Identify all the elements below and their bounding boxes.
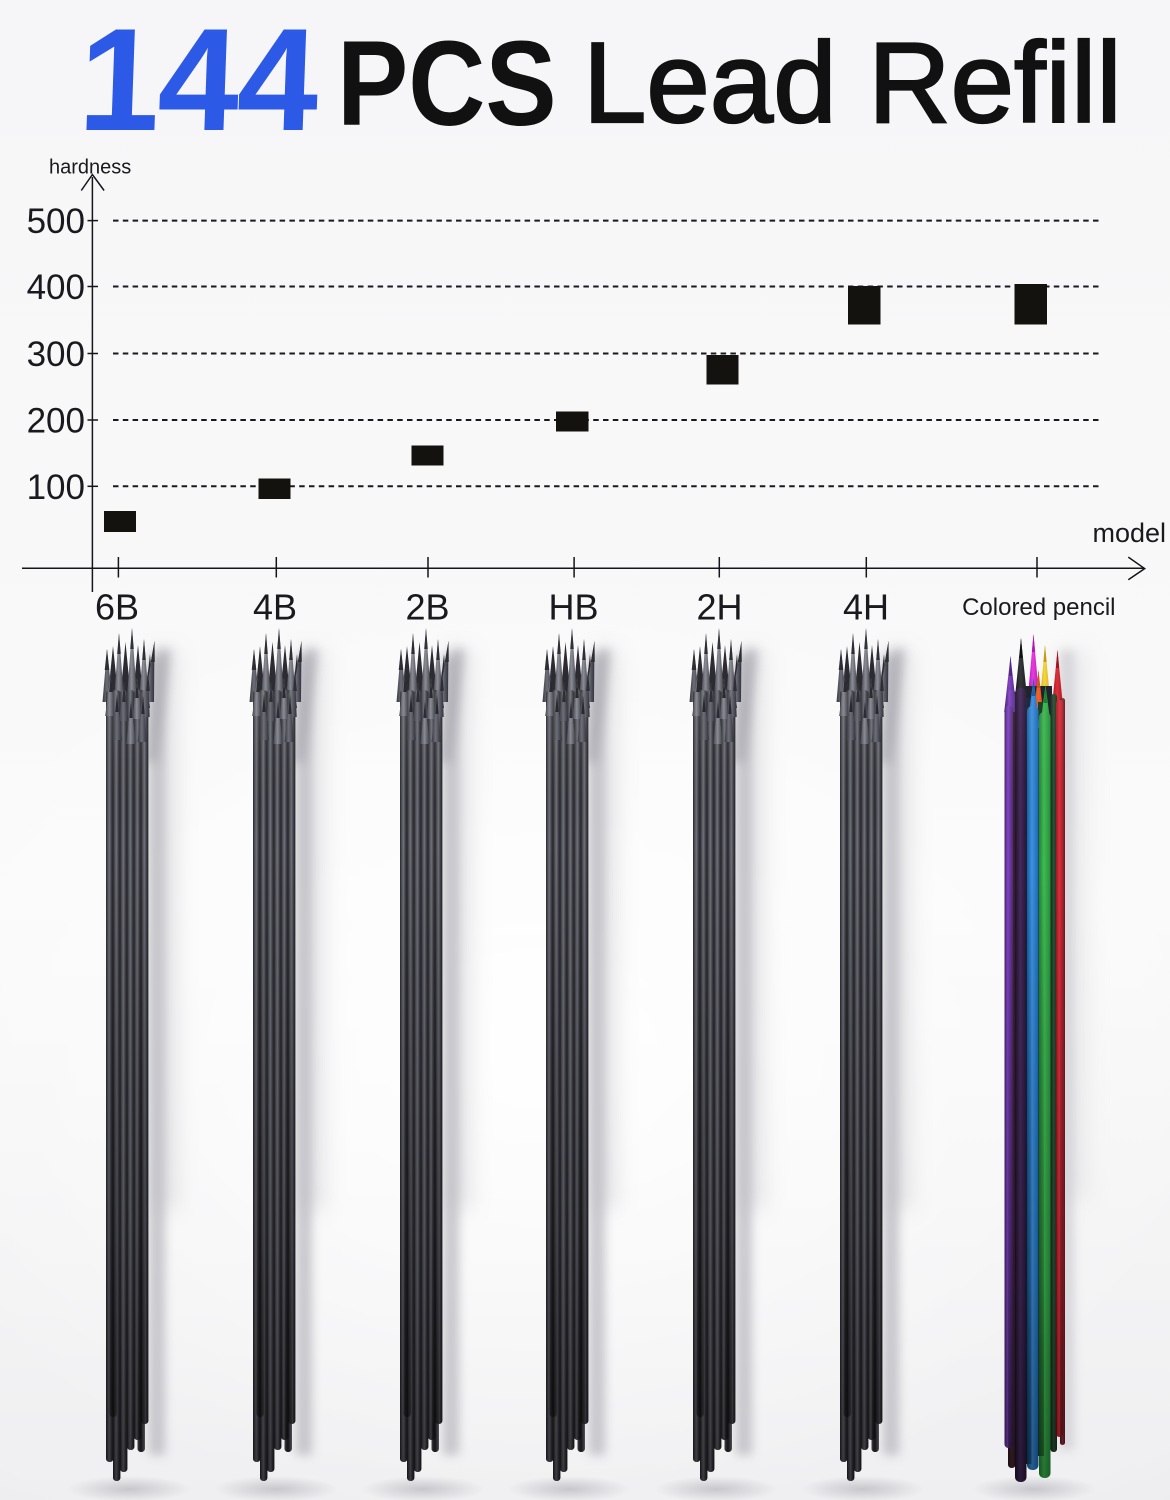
svg-text:HB: HB <box>548 587 598 628</box>
svg-text:6B: 6B <box>95 587 139 628</box>
svg-text:500: 500 <box>27 202 85 241</box>
svg-text:2B: 2B <box>405 587 449 628</box>
svg-text:400: 400 <box>27 268 85 307</box>
svg-text:model: model <box>1092 518 1166 548</box>
svg-text:200: 200 <box>27 402 85 441</box>
svg-text:4B: 4B <box>253 587 297 628</box>
svg-text:hardness: hardness <box>49 157 131 179</box>
svg-text:300: 300 <box>27 335 85 374</box>
svg-text:100: 100 <box>27 468 85 507</box>
svg-text:2H: 2H <box>696 587 742 628</box>
svg-text:4H: 4H <box>843 587 889 628</box>
svg-text:Colored pencil: Colored pencil <box>962 594 1115 621</box>
